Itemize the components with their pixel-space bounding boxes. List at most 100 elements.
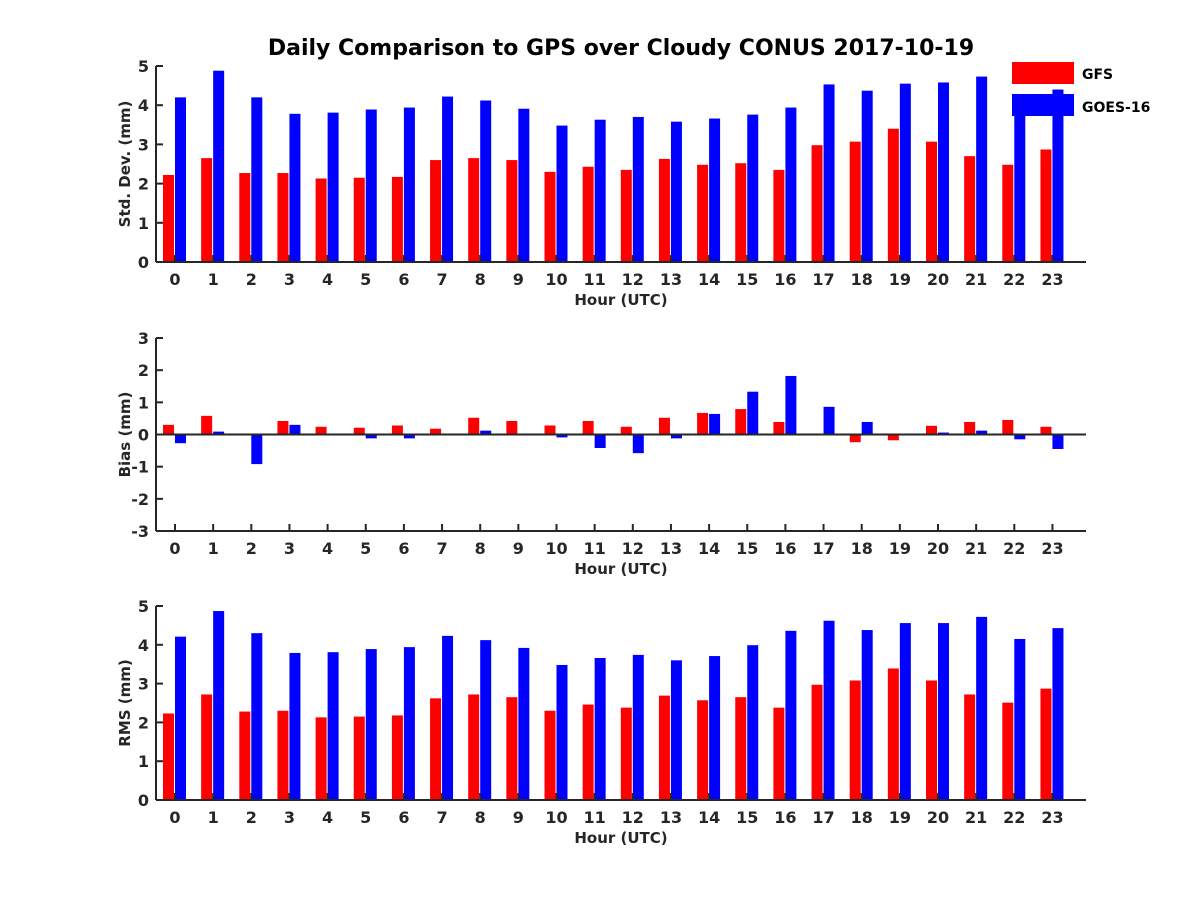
bar-goes16-hour-23 — [1052, 434, 1064, 449]
bar-goes16-hour-16 — [785, 375, 797, 435]
x-tick-label: 10 — [545, 539, 567, 558]
bar-goes16-hour-3 — [289, 424, 301, 435]
bar-goes16-hour-1 — [213, 431, 225, 435]
x-tick-label: 8 — [475, 808, 486, 827]
bar-gfs-hour-13 — [658, 695, 670, 800]
x-tick-label: 13 — [660, 808, 682, 827]
bar-gfs-hour-16 — [773, 169, 785, 262]
bar-goes16-hour-23 — [1052, 89, 1064, 263]
bar-gfs-hour-21 — [964, 156, 976, 262]
bar-gfs-hour-9 — [506, 697, 518, 800]
bar-goes16-hour-2 — [251, 633, 263, 800]
bar-gfs-hour-13 — [658, 417, 670, 435]
bar-gfs-hour-23 — [1040, 149, 1052, 262]
chart-title: Daily Comparison to GPS over Cloudy CONU… — [268, 36, 974, 61]
x-tick-label: 9 — [513, 808, 524, 827]
bar-gfs-hour-2 — [239, 711, 251, 800]
bar-goes16-hour-8 — [480, 100, 492, 262]
x-tick-label: 2 — [246, 808, 257, 827]
bar-goes16-hour-0 — [175, 97, 186, 262]
bar-gfs-hour-6 — [391, 715, 403, 800]
bar-gfs-hour-14 — [697, 412, 709, 435]
bar-goes16-hour-9 — [518, 647, 530, 800]
y-tick-label: -1 — [131, 458, 149, 477]
x-tick-label: 13 — [660, 270, 682, 289]
bar-gfs-hour-20 — [926, 680, 937, 800]
x-axis-label: Hour (UTC) — [574, 291, 667, 309]
bar-goes16-hour-16 — [785, 630, 797, 800]
bar-gfs-hour-12 — [620, 169, 632, 262]
bar-goes16-hour-12 — [632, 654, 644, 800]
x-tick-label: 7 — [436, 808, 447, 827]
bar-goes16-hour-14 — [709, 656, 721, 800]
bar-gfs-hour-6 — [391, 176, 403, 262]
bar-gfs-hour-5 — [353, 427, 365, 435]
bar-gfs-hour-18 — [849, 680, 861, 800]
x-tick-label: 16 — [774, 539, 796, 558]
x-tick-label: 18 — [851, 808, 873, 827]
y-tick-label: 4 — [138, 636, 149, 655]
y-tick-label: -3 — [131, 522, 149, 541]
bar-gfs-hour-23 — [1040, 688, 1052, 800]
x-tick-label: 23 — [1041, 808, 1063, 827]
bar-goes16-hour-7 — [442, 96, 454, 263]
x-tick-label: 11 — [584, 808, 606, 827]
bar-gfs-hour-23 — [1040, 426, 1052, 435]
x-tick-label: 5 — [360, 539, 371, 558]
bar-goes16-hour-5 — [365, 109, 377, 263]
bar-goes16-hour-19 — [899, 83, 911, 262]
bar-goes16-hour-1 — [213, 611, 225, 800]
bar-gfs-hour-8 — [468, 417, 480, 435]
bar-goes16-hour-11 — [594, 119, 606, 262]
bar-gfs-hour-2 — [239, 173, 251, 262]
x-tick-label: 9 — [513, 539, 524, 558]
legend-label-goes16: GOES-16 — [1082, 100, 1150, 116]
bar-goes16-hour-16 — [785, 107, 797, 262]
y-tick-label: 5 — [138, 57, 149, 76]
bar-gfs-hour-11 — [582, 704, 594, 800]
bar-gfs-hour-11 — [582, 420, 594, 435]
bar-gfs-hour-19 — [887, 434, 899, 441]
y-tick-label: 0 — [138, 426, 149, 445]
bar-goes16-hour-22 — [1014, 99, 1026, 262]
x-axis-label: Hour (UTC) — [574, 560, 667, 578]
x-tick-label: 8 — [475, 270, 486, 289]
bar-goes16-hour-22 — [1014, 638, 1026, 800]
bar-gfs-hour-19 — [887, 668, 899, 800]
bar-gfs-hour-17 — [811, 684, 823, 800]
bar-goes16-hour-10 — [556, 434, 568, 438]
bar-goes16-hour-6 — [403, 434, 415, 439]
x-axis-label: Hour (UTC) — [574, 829, 667, 847]
bar-goes16-hour-13 — [670, 660, 682, 800]
x-tick-label: 10 — [545, 808, 567, 827]
legend-label-gfs: GFS — [1082, 67, 1113, 83]
bar-goes16-hour-18 — [861, 421, 873, 435]
bar-gfs-hour-3 — [277, 710, 289, 800]
legend-swatch-goes16 — [1012, 94, 1074, 116]
x-tick-label: 15 — [736, 808, 758, 827]
x-tick-label: 7 — [436, 270, 447, 289]
bar-gfs-hour-21 — [964, 421, 976, 435]
x-tick-label: 3 — [284, 808, 295, 827]
bar-gfs-hour-17 — [811, 145, 823, 262]
bar-goes16-hour-15 — [747, 645, 759, 800]
bar-gfs-hour-10 — [544, 710, 556, 800]
bar-goes16-hour-8 — [480, 430, 492, 435]
bar-gfs-hour-5 — [353, 716, 365, 800]
bar-goes16-hour-20 — [938, 623, 949, 800]
y-tick-label: 4 — [138, 96, 149, 115]
x-tick-label: 22 — [1003, 539, 1025, 558]
bar-gfs-hour-3 — [277, 173, 289, 262]
bar-gfs-hour-22 — [1002, 420, 1014, 435]
x-tick-label: 12 — [622, 270, 644, 289]
bar-gfs-hour-15 — [735, 163, 747, 262]
bar-goes16-hour-3 — [289, 113, 301, 262]
bar-gfs-hour-15 — [735, 697, 747, 800]
y-axis-label: RMS (mm) — [116, 659, 134, 746]
bar-gfs-hour-8 — [468, 158, 480, 262]
bar-goes16-hour-9 — [518, 108, 530, 262]
bar-gfs-hour-14 — [697, 164, 709, 262]
bar-gfs-hour-18 — [849, 434, 861, 443]
